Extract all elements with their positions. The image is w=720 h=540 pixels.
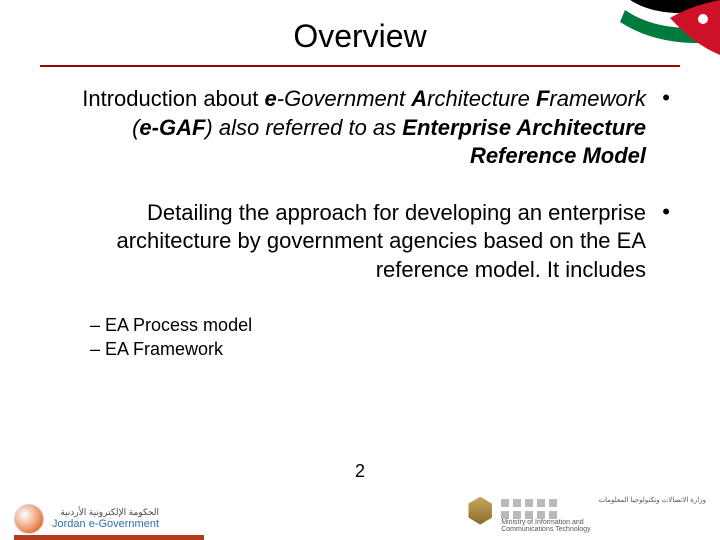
slide: Overview Introduction about e-Government…	[0, 0, 720, 540]
footer-left-logo: الحكومة الإلكترونية الأردنية Jordan e-Go…	[14, 504, 159, 534]
sub-bullet-item: EA Framework	[90, 337, 670, 361]
slide-content: Introduction about e-Government Architec…	[40, 75, 680, 361]
slide-title: Overview	[40, 18, 680, 55]
title-underline	[40, 65, 680, 67]
egov-logo-text: الحكومة الإلكترونية الأردنية Jordan e-Go…	[52, 508, 159, 530]
ministry-crest-icon	[467, 497, 493, 525]
bullet-item: Introduction about e-Government Architec…	[50, 85, 670, 171]
sub-bullet-item: EA Process model	[90, 313, 670, 337]
ministry-text-block: Ministry of Information and Communicatio…	[501, 497, 590, 534]
bullet-text: Introduction about e-Government Architec…	[50, 85, 646, 171]
bullet-item: Detailing the approach for developing an…	[50, 199, 670, 285]
ministry-dots-icon	[501, 499, 590, 519]
egov-logo-icon	[14, 504, 44, 534]
egov-logo-arabic: الحكومة الإلكترونية الأردنية	[52, 508, 159, 518]
egov-logo-english: Jordan e-Government	[52, 518, 159, 530]
bullet-marker: •	[646, 199, 670, 285]
bullet-marker: •	[646, 85, 670, 171]
footer-left-bar	[14, 535, 204, 540]
ministry-english-1: Ministry of Information and	[501, 519, 590, 527]
bullet-text: Detailing the approach for developing an…	[50, 199, 646, 285]
footer-right-logo: Ministry of Information and Communicatio…	[467, 497, 706, 534]
ministry-english-2: Communications Technology	[501, 526, 590, 534]
footer: الحكومة الإلكترونية الأردنية Jordan e-Go…	[0, 476, 720, 540]
flag-corner-decoration	[600, 0, 720, 90]
ministry-arabic: وزارة الاتصالات وتكنولوجيا المعلومات	[599, 497, 706, 505]
sub-list: EA Process modelEA Framework	[50, 313, 670, 362]
